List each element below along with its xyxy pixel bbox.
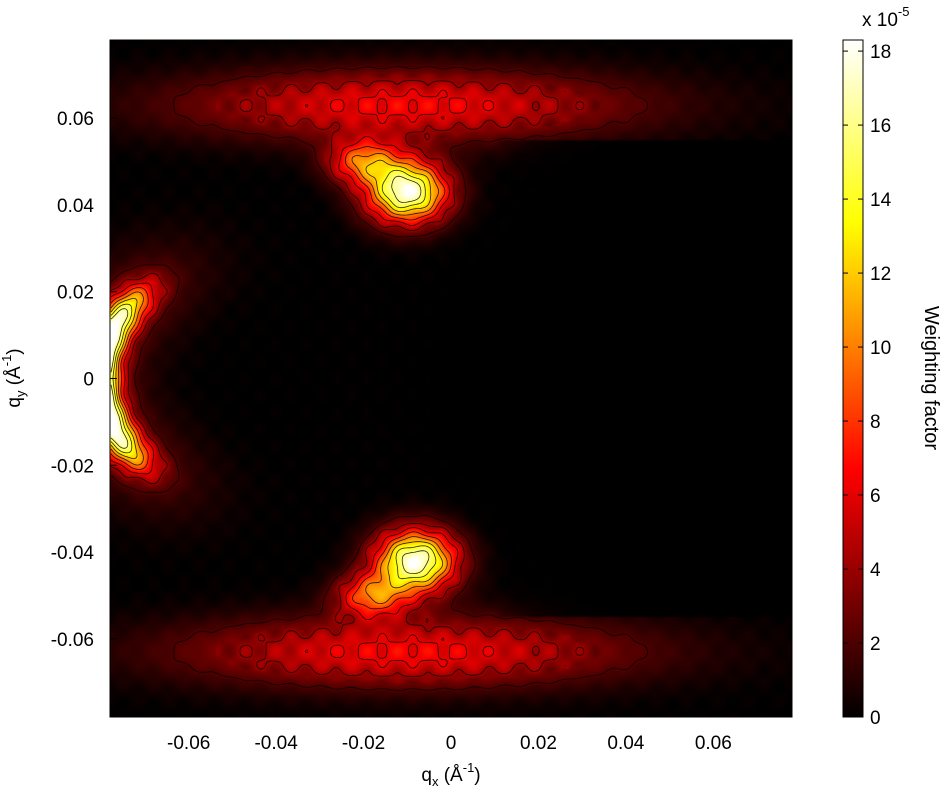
colorbar-tick-label: 6 xyxy=(870,486,881,507)
y-tick-label: -0.02 xyxy=(51,456,94,477)
colorbar-tick-label: 0 xyxy=(870,708,881,729)
contour-line xyxy=(110,80,585,677)
colorbar: 0 2 4 6 8 10 12 14 16 18 x 10-5 Weighting factor xyxy=(842,4,942,729)
contour-line xyxy=(110,159,444,589)
colorbar-tick-label: 16 xyxy=(870,116,891,137)
contour-lines xyxy=(110,66,648,691)
colorbar-tick-label: 10 xyxy=(870,338,891,359)
x-tick-label: -0.02 xyxy=(342,733,385,754)
contour-line xyxy=(110,66,648,691)
heatmap-image xyxy=(110,40,792,717)
contour-line xyxy=(110,169,437,580)
colorbar-tick-label: 14 xyxy=(870,190,892,211)
y-tick-label: 0.02 xyxy=(57,283,94,304)
colorbar-tick-label: 12 xyxy=(870,264,891,285)
contour-line xyxy=(110,153,448,604)
y-axis: 0.06 0.04 0.02 0 -0.02 -0.04 -0.06 xyxy=(51,109,792,651)
x-tick-label: -0.06 xyxy=(167,733,210,754)
plot-area xyxy=(109,39,793,718)
x-tick-label: -0.04 xyxy=(254,733,298,754)
x-tick-label: 0.06 xyxy=(695,733,732,754)
y-tick-label: 0.06 xyxy=(57,109,94,130)
x-tick-label: 0.04 xyxy=(607,733,644,754)
y-axis-label: qy (Å-1) xyxy=(0,348,28,407)
y-tick-label: -0.06 xyxy=(51,630,94,651)
colorbar-multiplier: x 10-5 xyxy=(862,4,909,31)
contour-line xyxy=(110,146,452,610)
colorbar-tick-label: 18 xyxy=(870,42,891,63)
x-tick-label: 0.02 xyxy=(520,733,557,754)
y-tick-label: 0.04 xyxy=(57,196,94,217)
y-tick-label: 0 xyxy=(83,370,94,391)
x-axis: -0.06 -0.04 -0.02 0 0.02 0.04 0.06 xyxy=(167,40,732,754)
colorbar-ticks: 0 2 4 6 8 10 12 14 16 18 xyxy=(843,42,892,729)
contour-line xyxy=(110,175,430,574)
y-tick-label: -0.04 xyxy=(51,543,95,564)
x-tick-label: 0 xyxy=(446,733,457,754)
colorbar-tick-label: 2 xyxy=(870,634,881,655)
colorbar-tick-label: 4 xyxy=(870,560,881,581)
x-axis-label: qx (Å-1) xyxy=(421,760,480,789)
contour-line xyxy=(110,88,495,669)
colorbar-gradient xyxy=(842,39,864,718)
colorbar-tick-label: 8 xyxy=(870,412,881,433)
colorbar-label: Weighting factor xyxy=(920,306,942,450)
